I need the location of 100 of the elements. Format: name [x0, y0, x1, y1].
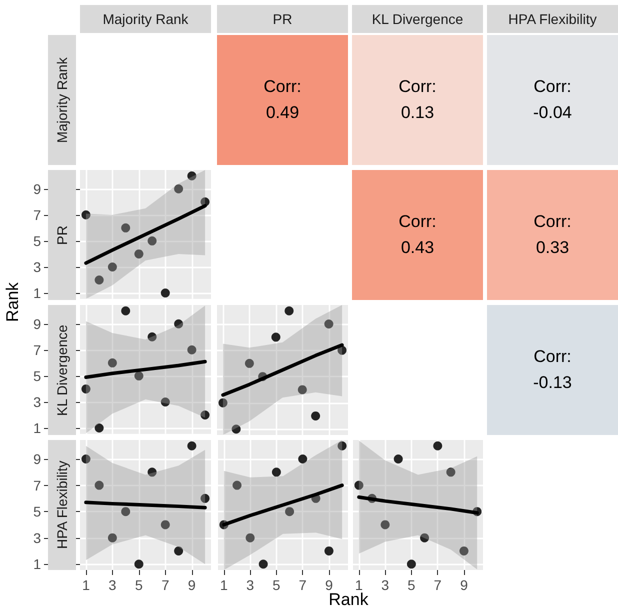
point — [187, 345, 196, 354]
category-label: HPA Flexibility — [487, 5, 618, 33]
point — [174, 319, 184, 328]
point — [380, 520, 390, 530]
text: -0.13 — [533, 372, 572, 394]
point — [271, 332, 280, 342]
point — [244, 358, 254, 368]
x-tick-label: 7 — [298, 577, 307, 593]
text: 0.49 — [266, 102, 300, 124]
category-label: KL Divergence — [54, 324, 70, 416]
text: Rank — [328, 590, 368, 609]
text: Corr: — [534, 346, 572, 368]
point — [134, 560, 144, 569]
point — [272, 468, 281, 477]
point — [311, 411, 320, 420]
point — [174, 184, 184, 194]
y-tick-label: 1 — [33, 285, 42, 301]
point — [394, 454, 403, 464]
x-tick-label: 7 — [161, 577, 170, 593]
text: Corr: — [398, 211, 436, 233]
point — [187, 171, 196, 180]
point — [108, 262, 117, 272]
category-label: PR — [54, 225, 70, 245]
y-tick-label: 7 — [33, 342, 42, 358]
category-label: PR — [217, 5, 348, 33]
point — [218, 398, 228, 408]
text: 0.43 — [400, 237, 434, 259]
point — [285, 507, 294, 516]
point — [258, 560, 268, 569]
point — [459, 546, 468, 556]
point — [338, 441, 347, 450]
text: Rank — [2, 282, 23, 324]
point — [232, 424, 241, 434]
point — [324, 546, 334, 556]
x-tick-label: 1 — [354, 577, 363, 593]
x-tick-label: 9 — [325, 577, 334, 593]
point — [121, 306, 130, 316]
point — [160, 520, 170, 530]
y-tick-label: 9 — [33, 451, 42, 468]
point — [174, 546, 184, 556]
text: Corr: — [264, 76, 302, 98]
point — [338, 346, 347, 355]
x-tick-label: 1 — [82, 577, 90, 593]
point — [108, 533, 117, 542]
x-tick-label: 3 — [246, 577, 254, 593]
point — [433, 441, 442, 450]
point — [94, 480, 104, 490]
point — [284, 306, 294, 316]
y-tick-label: 7 — [33, 206, 42, 223]
point — [134, 249, 144, 258]
y-tick-label: 5 — [33, 504, 42, 520]
point — [187, 441, 196, 450]
point — [446, 468, 456, 477]
point — [81, 454, 90, 464]
x-tick-label: 1 — [220, 577, 228, 593]
point — [94, 275, 104, 284]
x-tick-label: 9 — [460, 577, 468, 593]
point — [354, 480, 364, 490]
line-series — [84, 360, 207, 379]
point — [298, 385, 307, 394]
point — [121, 223, 130, 232]
point — [246, 533, 255, 542]
point — [160, 288, 170, 298]
category-label: HPA Flexibility — [54, 460, 70, 550]
text: Corr: — [534, 76, 572, 98]
x-tick-label: 3 — [381, 577, 390, 593]
y-tick-label: 1 — [33, 556, 42, 572]
text: Corr: — [398, 76, 436, 98]
point — [121, 507, 130, 516]
point — [134, 371, 144, 380]
point — [81, 210, 90, 220]
category-label: Majority Rank — [80, 5, 211, 33]
text: -0.04 — [533, 102, 572, 124]
y-tick-label: 5 — [33, 368, 42, 384]
point — [108, 358, 117, 368]
x-tick-label: 5 — [272, 577, 281, 593]
y-tick-label: 3 — [33, 530, 42, 546]
category-label: Majority Rank — [54, 57, 70, 143]
text: Corr: — [534, 211, 572, 233]
point — [81, 384, 90, 394]
point — [298, 454, 308, 464]
point — [200, 410, 210, 420]
y-tick-label: 5 — [33, 232, 42, 249]
point — [232, 480, 242, 490]
y-tick-label: 3 — [33, 258, 42, 275]
y-tick-label: 9 — [33, 316, 42, 332]
y-tick-label: 7 — [33, 477, 42, 494]
x-tick-label: 3 — [108, 577, 117, 593]
category-label: KL Divergence — [352, 5, 483, 33]
point — [148, 468, 157, 477]
y-tick-label: 9 — [33, 180, 42, 197]
text: 0.33 — [536, 237, 570, 259]
x-tick-label: 5 — [408, 577, 416, 593]
text: 0.13 — [400, 102, 434, 124]
point — [324, 320, 334, 329]
point — [200, 494, 210, 503]
y-tick-label: 1 — [33, 420, 42, 436]
point — [420, 533, 430, 542]
x-tick-label: 9 — [188, 577, 196, 593]
point — [160, 397, 170, 406]
